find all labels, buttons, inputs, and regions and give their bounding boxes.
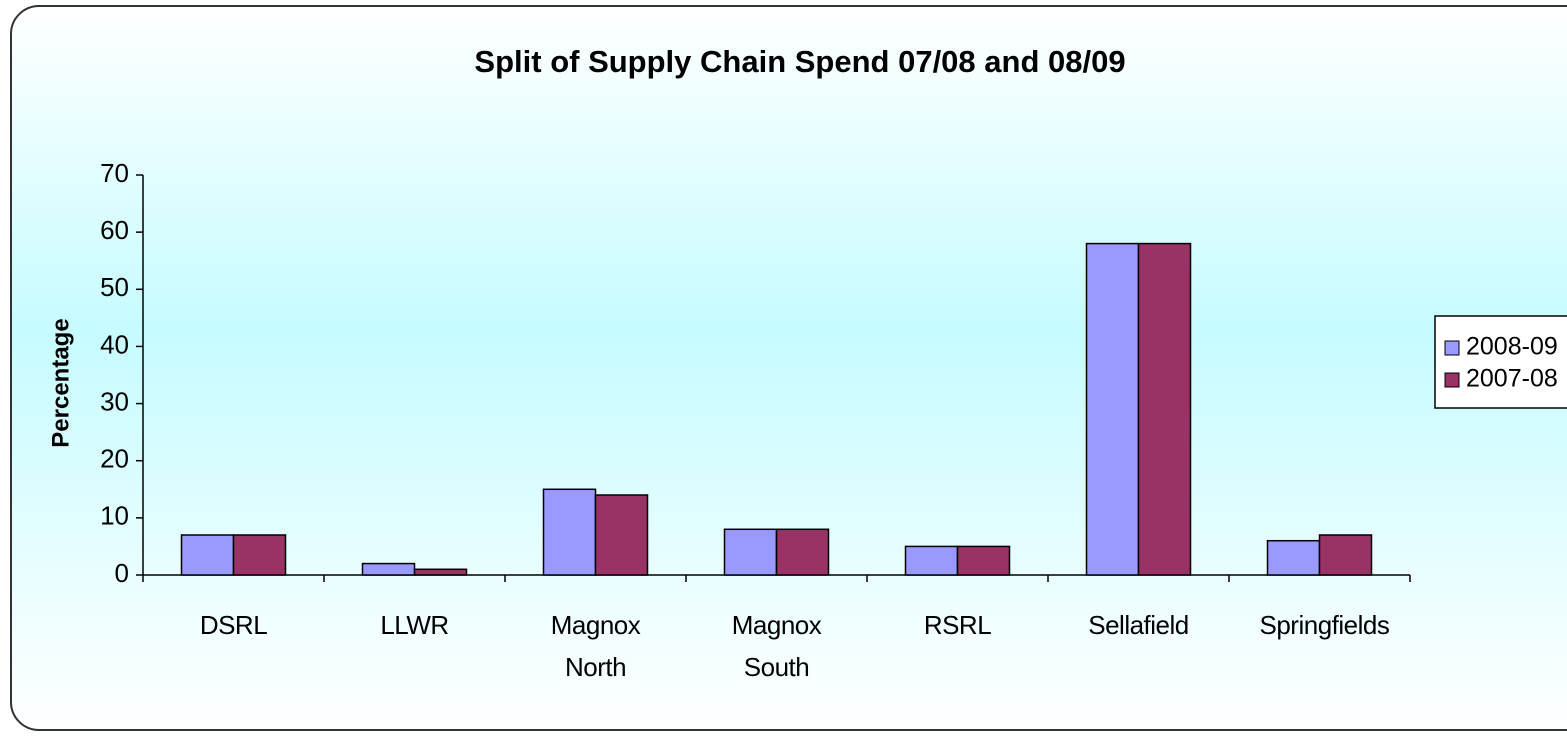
legend-box [1434,315,1567,409]
y-tick-label: 20 [100,444,129,474]
bar [1318,534,1373,576]
y-tick-label: 30 [100,386,129,416]
x-tick-label: Magnox North [550,610,641,682]
legend-swatch [1444,372,1460,388]
y-tick-label: 50 [100,272,129,302]
x-tick-label-box: LLWR [380,610,449,640]
x-tick-label: Sellafield [1088,610,1189,640]
bar [180,534,235,576]
x-tick-label-box: Magnox South [731,610,822,682]
bar [723,528,778,576]
y-tick-label: 0 [115,558,129,588]
y-tick-label: 70 [100,158,129,188]
bar [1266,539,1321,576]
legend-swatch [1444,340,1460,356]
bar [904,545,959,576]
x-tick-label-box: Springfields [1259,610,1390,640]
x-tick-label: LLWR [380,610,449,640]
bar [361,562,416,576]
x-tick-label: Springfields [1259,610,1390,640]
x-tick-label-box: Magnox North [550,610,641,682]
y-tick-label: 10 [100,501,129,531]
bar [956,545,1011,576]
x-tick-label-box: RSRL [923,610,992,640]
x-tick-label: Magnox South [731,610,822,682]
bar [775,528,830,576]
bar [413,568,468,576]
bar [542,488,597,576]
chart-title: Split of Supply Chain Spend 07/08 and 08… [474,44,1125,79]
y-axis-label: Percentage [47,318,74,447]
bar [594,494,649,576]
bar [232,534,287,576]
x-tick-label: RSRL [923,610,992,640]
x-tick-label-box: Sellafield [1088,610,1189,640]
bar [1137,242,1192,576]
legend-label: 2008-09 [1466,333,1558,361]
x-tick-label: DSRL [199,610,268,640]
y-tick-label: 40 [100,329,129,359]
bar [1085,242,1140,576]
y-tick-label: 60 [100,215,129,245]
legend-label: 2007-08 [1466,365,1558,393]
x-tick-label-box: DSRL [199,610,268,640]
